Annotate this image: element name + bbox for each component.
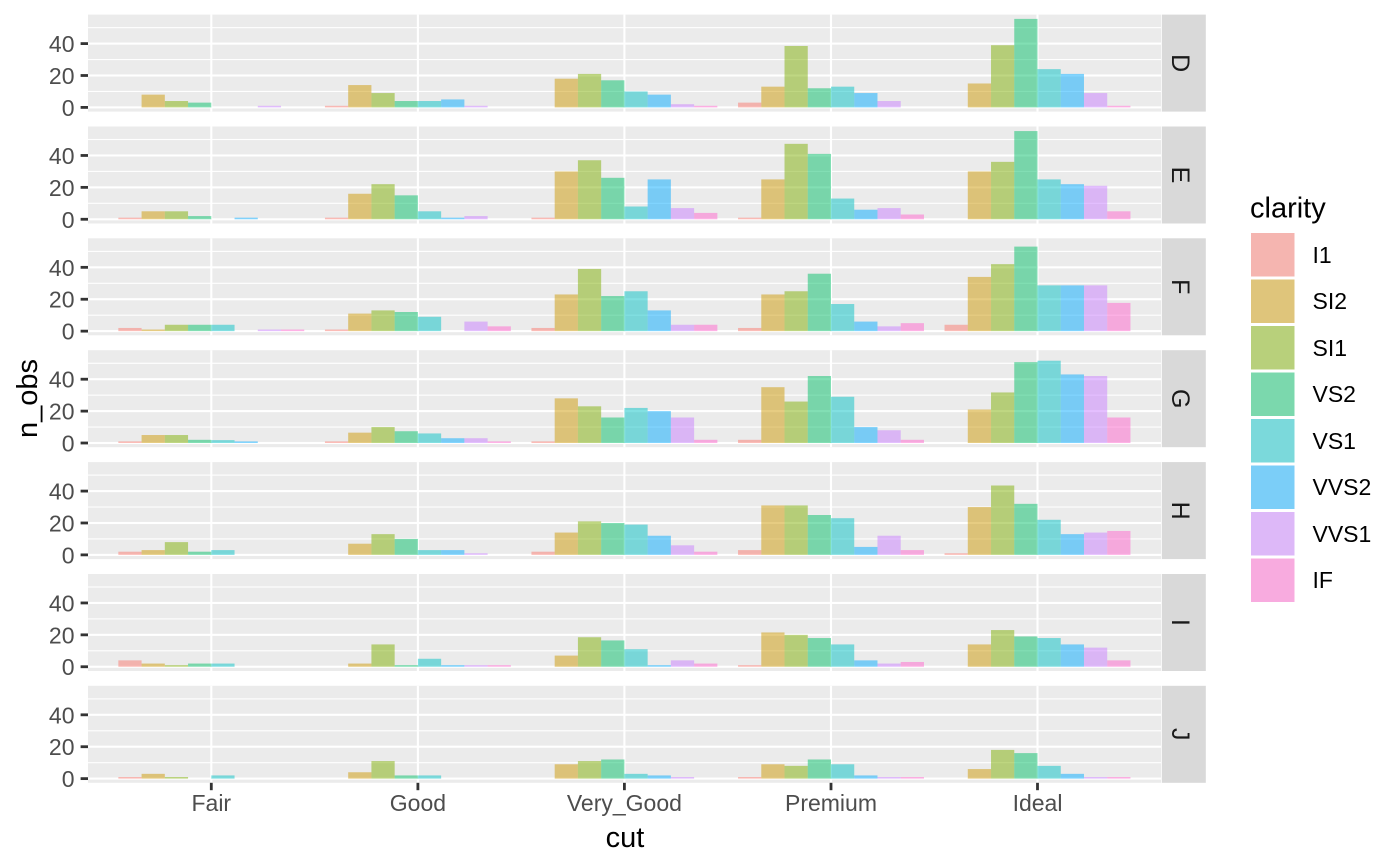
svg-text:0: 0 bbox=[62, 542, 75, 568]
svg-text:n_obs: n_obs bbox=[12, 359, 44, 438]
svg-text:SI1: SI1 bbox=[1313, 335, 1348, 361]
svg-text:20: 20 bbox=[49, 63, 75, 89]
svg-text:I: I bbox=[1166, 619, 1194, 626]
svg-text:40: 40 bbox=[49, 702, 75, 728]
svg-text:Fair: Fair bbox=[191, 790, 231, 816]
svg-text:0: 0 bbox=[62, 654, 75, 680]
svg-text:20: 20 bbox=[49, 175, 75, 201]
svg-text:H: H bbox=[1166, 502, 1194, 520]
svg-text:VVS2: VVS2 bbox=[1313, 474, 1372, 500]
svg-text:F: F bbox=[1166, 279, 1194, 294]
svg-text:I1: I1 bbox=[1313, 242, 1332, 268]
svg-text:20: 20 bbox=[49, 287, 75, 313]
svg-text:0: 0 bbox=[62, 95, 75, 121]
svg-text:20: 20 bbox=[49, 622, 75, 648]
svg-text:Very_Good: Very_Good bbox=[567, 790, 682, 816]
svg-text:40: 40 bbox=[49, 591, 75, 617]
svg-text:VVS1: VVS1 bbox=[1313, 521, 1372, 547]
svg-text:20: 20 bbox=[49, 399, 75, 425]
svg-text:clarity: clarity bbox=[1250, 193, 1326, 225]
svg-text:0: 0 bbox=[62, 207, 75, 233]
svg-text:40: 40 bbox=[49, 31, 75, 57]
svg-text:J: J bbox=[1166, 728, 1194, 741]
svg-text:Ideal: Ideal bbox=[1013, 790, 1063, 816]
svg-text:40: 40 bbox=[49, 367, 75, 393]
svg-text:40: 40 bbox=[49, 479, 75, 505]
svg-text:20: 20 bbox=[49, 734, 75, 760]
svg-text:VS2: VS2 bbox=[1313, 381, 1356, 407]
svg-text:VS1: VS1 bbox=[1313, 428, 1356, 454]
svg-text:IF: IF bbox=[1313, 567, 1333, 593]
svg-text:40: 40 bbox=[49, 255, 75, 281]
svg-text:20: 20 bbox=[49, 511, 75, 537]
svg-text:SI2: SI2 bbox=[1313, 288, 1348, 314]
svg-text:G: G bbox=[1166, 389, 1194, 408]
svg-text:0: 0 bbox=[62, 766, 75, 792]
svg-text:D: D bbox=[1166, 54, 1194, 72]
svg-text:cut: cut bbox=[606, 822, 645, 854]
svg-text:Premium: Premium bbox=[785, 790, 877, 816]
svg-text:0: 0 bbox=[62, 319, 75, 345]
svg-text:E: E bbox=[1166, 167, 1194, 184]
svg-text:0: 0 bbox=[62, 431, 75, 457]
svg-text:Good: Good bbox=[390, 790, 446, 816]
svg-text:40: 40 bbox=[49, 143, 75, 169]
